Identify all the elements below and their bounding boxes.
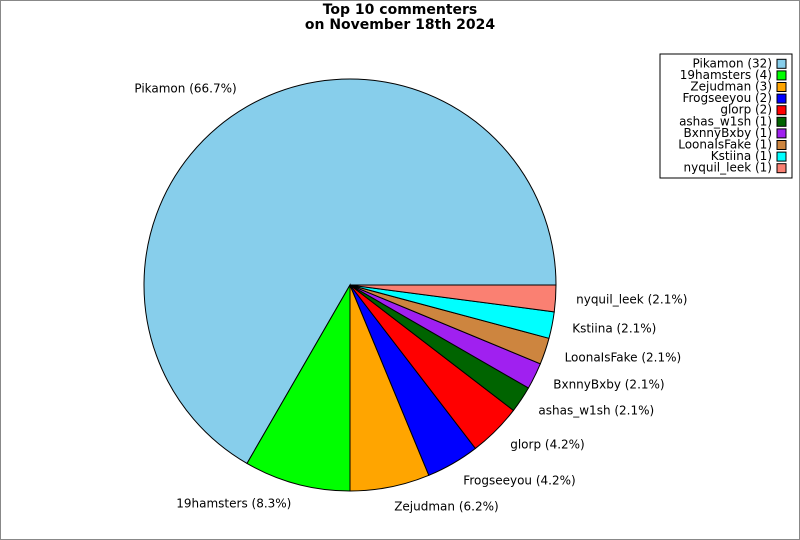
legend-swatch [776, 151, 787, 162]
legend-label: BxnnyBxby (1) [683, 126, 772, 140]
legend-swatch [776, 105, 787, 116]
legend-label: Pikamon (32) [693, 56, 772, 70]
legend-swatch [776, 58, 787, 69]
slice-label: nyquil_leek (2.1%) [576, 292, 687, 306]
legend-label: ashas_w1sh (1) [679, 114, 772, 128]
legend-box [659, 53, 793, 179]
legend-swatch [776, 116, 787, 127]
chart-subtitle: on November 18th 2024 [305, 17, 496, 33]
slice-label: LoonaIsFake (2.1%) [565, 350, 682, 364]
legend-swatch [776, 163, 787, 174]
legend-label: nyquil_leek (1) [684, 161, 772, 175]
chart-title: Top 10 commenters [323, 2, 478, 18]
legend-swatch [776, 70, 787, 81]
legend-swatch [776, 93, 787, 104]
slice-label: Kstiina (2.1%) [572, 322, 656, 336]
legend-swatch [776, 128, 787, 139]
legend-label: Kstiina (1) [711, 149, 772, 163]
pie-slice [246, 283, 351, 492]
legend-label: glorp (2) [720, 103, 772, 117]
legend-label: LoonaIsFake (1) [678, 138, 772, 152]
legend-label: Frogseeyou (2) [682, 91, 772, 105]
legend-swatch [776, 140, 787, 150]
slice-label: BxnnyBxby (2.1%) [553, 378, 664, 392]
slice-label: 19hamsters (8.3%) [176, 496, 291, 510]
slice-label: Zejudman (6.2%) [394, 500, 498, 514]
slice-label: ashas_w1sh (2.1%) [538, 403, 654, 417]
pie-slice [349, 284, 557, 313]
legend-label: 19hamsters (4) [680, 68, 772, 82]
slice-label: glorp (4.2%) [510, 438, 585, 452]
slice-label: Pikamon (66.7%) [134, 81, 236, 95]
slice-label: Frogseeyou (4.2%) [463, 474, 575, 488]
pie-slice [143, 78, 557, 465]
legend-swatch [776, 82, 787, 92]
legend-label: Zejudman (3) [690, 80, 772, 94]
